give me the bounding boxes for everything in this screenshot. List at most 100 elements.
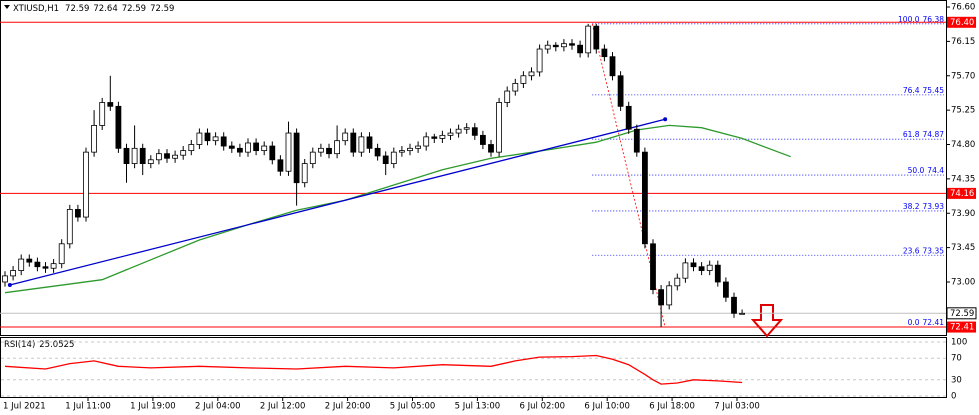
candle-body — [285, 132, 292, 172]
candle-body — [577, 44, 583, 54]
candle-body — [34, 261, 41, 268]
rsi-tick-label: 100 — [951, 338, 967, 348]
x-tick-label: 1 Jul 11:00 — [65, 402, 111, 412]
price-box — [946, 307, 977, 320]
candle-body — [552, 44, 559, 48]
candle-body — [674, 277, 681, 287]
fib-label: 61.8 74.87 — [903, 130, 944, 139]
candle-body — [277, 159, 284, 172]
x-tick-label: 6 Jul 02:00 — [520, 402, 566, 412]
y-tick-label: 76.15 — [951, 37, 975, 47]
level-box — [947, 16, 976, 28]
candle-body — [42, 266, 49, 269]
candle-body — [714, 264, 721, 283]
x-tick-label: 6 Jul 18:00 — [649, 402, 695, 412]
candle-body — [220, 136, 227, 147]
candle-body — [374, 147, 381, 157]
fib-price: 74.4 — [927, 166, 944, 175]
fib-ratio: 61.8 — [903, 130, 920, 139]
candle-body — [682, 262, 689, 279]
x-tick-label: 5 Jul 05:00 — [390, 402, 436, 412]
candle-body — [342, 132, 349, 142]
fib-price: 74.87 — [923, 130, 945, 139]
ohlc-open: 72.59 — [65, 4, 89, 14]
candle-body — [50, 263, 57, 269]
candle-body — [253, 142, 260, 152]
candle-body — [471, 127, 478, 136]
candle-body — [115, 105, 122, 149]
fib-price: 73.93 — [923, 202, 945, 211]
candle-body — [698, 266, 705, 271]
y-tick-label: 73.00 — [951, 277, 975, 287]
level-label: 72.41 — [950, 323, 974, 333]
ohlc-low: 72.59 — [122, 4, 146, 14]
candle-body — [423, 136, 430, 147]
candle-body — [99, 102, 106, 126]
rsi-value: 25.0525 — [39, 340, 74, 350]
rsi-tick-label: 70 — [951, 354, 962, 364]
candle-body — [269, 145, 276, 161]
x-tick-label: 2 Jul 04:00 — [195, 402, 241, 412]
ohlc-close: 72.59 — [150, 4, 174, 14]
candle-body — [236, 147, 243, 153]
y-tick-label: 75.70 — [951, 71, 975, 81]
candle-body — [415, 145, 422, 149]
candle-body — [83, 151, 89, 218]
candle-body — [245, 142, 251, 153]
y-tick-label: 76.60 — [951, 3, 975, 13]
y-tick-label: 74.35 — [951, 174, 975, 184]
fib-price: 72.41 — [923, 318, 945, 327]
trendline-anchor — [663, 117, 668, 122]
fib-price: 75.45 — [923, 86, 945, 95]
candle-body — [658, 289, 664, 306]
y-tick-label: 74.80 — [951, 140, 975, 150]
y-tick-label: 73.90 — [951, 209, 975, 219]
x-tick-label: 1 Jul 2021 — [3, 402, 46, 412]
candle-body — [212, 136, 219, 142]
candle-body — [731, 296, 737, 314]
candle-body — [398, 150, 405, 153]
candle-body — [131, 147, 138, 165]
fib-price: 73.35 — [923, 246, 945, 255]
candle-body — [26, 258, 33, 263]
candle-body — [617, 75, 624, 107]
candle-body — [504, 90, 511, 103]
candle-body — [439, 134, 446, 139]
candle-body — [447, 132, 454, 136]
candle-body — [479, 134, 486, 145]
candle-body — [309, 151, 316, 165]
candle-body — [139, 147, 146, 165]
candle-body — [585, 25, 592, 54]
fib-label: 100.0 76.38 — [898, 15, 944, 24]
candle-body — [172, 154, 179, 159]
candle-body — [58, 243, 65, 265]
candle-body — [723, 281, 729, 298]
candle-body — [601, 48, 608, 58]
candle-body — [66, 209, 73, 245]
fib-label: 50.0 74.4 — [908, 166, 945, 175]
fib-ratio: 50.0 — [908, 166, 925, 175]
candle-body — [204, 132, 211, 142]
rsi-line — [4, 354, 743, 385]
main-panel — [0, 0, 947, 336]
fib-ratio: 76.4 — [903, 86, 920, 95]
rsi-tick-label: 0 — [951, 392, 956, 402]
rsi-panel — [0, 337, 947, 398]
candle-body — [350, 132, 357, 153]
level-box — [947, 187, 976, 199]
candle-body — [609, 56, 616, 77]
candle-body — [123, 147, 130, 165]
candle-body — [75, 209, 81, 218]
fib-label: 38.2 73.93 — [903, 202, 944, 211]
x-tick-label: 7 Jul 03:00 — [714, 402, 760, 412]
candle-body — [91, 125, 97, 153]
candle-body — [463, 127, 470, 130]
moving-average — [4, 124, 791, 294]
fib-label: 76.4 75.45 — [903, 86, 944, 95]
candle-body — [293, 132, 300, 184]
down-arrow — [750, 304, 784, 338]
candle-body — [366, 136, 373, 149]
candle-body — [739, 312, 745, 315]
